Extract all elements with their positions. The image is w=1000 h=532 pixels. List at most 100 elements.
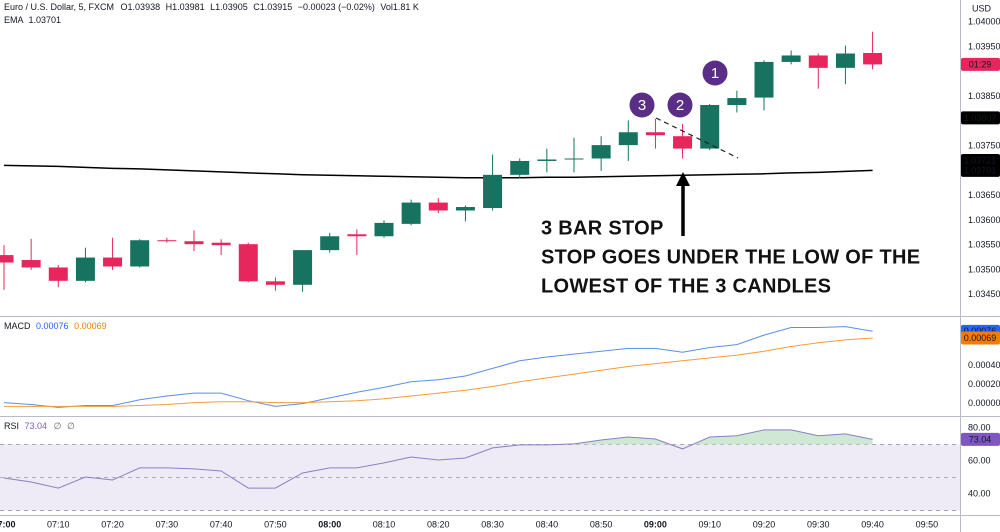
close-value: C1.03915 [253,2,292,12]
candle-body [48,267,68,281]
candle-body [265,281,285,285]
candle-body [184,241,204,245]
x-tick-label: 07:30 [156,519,179,529]
annotation-text: 3 BAR STOP [541,217,664,239]
candle-body [428,202,448,211]
candle-body [293,250,313,285]
candle-body [781,55,801,62]
value-tag: 0.00076 [964,326,997,336]
x-tick-label: 09:10 [698,519,721,529]
candle-body [157,240,177,242]
candle-body [130,240,150,267]
candle-body [401,202,421,224]
marker-label: 3 [638,97,646,114]
candle-body [320,236,340,251]
macd-header: MACD 0.00076 0.00069 [4,321,107,331]
macd-pane [3,326,873,408]
price-tag-box [961,153,1000,167]
marker-circle [667,92,693,118]
y-tick-label: 1.03850 [968,91,1000,101]
marker-circle [702,60,728,86]
countdown-tag: 01:29 [969,59,992,69]
candle-body [835,53,855,68]
ema-header: EMA 1.03701 [4,15,61,25]
candle-body [537,159,557,161]
dashed-trend [655,117,739,159]
macd-value: 0.00076 [36,321,69,331]
x-tick-label: 07:40 [210,519,233,529]
candle-body [238,244,258,282]
candle-body [75,257,95,281]
line-series [3,429,873,489]
y-tick-label: 1.03600 [968,215,1000,225]
price-pane [0,31,883,292]
volume-value: Vol1.81 K [380,2,419,12]
candle-body [618,132,638,146]
line-series [4,337,873,407]
time-axis: 07:00 07:10 07:20 07:30 07:40 07:50 08:00 08:10… [0,519,938,529]
overbought-fill [4,429,873,445]
x-tick-label: 09:20 [753,519,776,529]
annotation-text: STOP GOES UNDER THE LOW OF THE [541,246,920,268]
y-tick-label: 1.03450 [968,289,1000,299]
value-tag: 0.00069 [964,333,997,343]
candle-body [103,257,123,267]
rsi-value: 73.04 [25,421,48,431]
candle-body [645,132,665,136]
y-tick-label: 80.00 [968,422,991,432]
x-tick-label: 09:40 [861,519,884,529]
candle-body [863,52,883,65]
low-value: L1.03905 [210,2,248,12]
x-tick-label: 08:10 [373,519,396,529]
x-tick-label: 08:40 [536,519,559,529]
ema-value: 1.03701 [29,15,62,25]
value-tag-box [961,331,1000,345]
x-tick-label: 09:00 [644,519,667,529]
countdown-tag-box [961,57,1000,71]
annotation-text: LOWEST OF THE 3 CANDLES [541,275,831,297]
macd-title: MACD [4,321,31,331]
marker-label: 2 [676,97,684,114]
y-tick-label: 1.03550 [968,240,1000,250]
price-tag: 1.03721 [964,155,997,165]
candle-body [455,207,475,211]
rsi-extra: ∅ [54,421,62,431]
candle-body [0,255,14,263]
x-tick-label: 07:00 [0,519,16,529]
header: Euro / U.S. Dollar, 5, FXCM O1.03938 H1.… [4,2,419,12]
y-tick-label: 60.00 [968,455,991,465]
x-tick-label: 09:50 [916,519,939,529]
ema-line [3,164,873,179]
x-tick-label: 08:00 [318,519,341,529]
currency-label: USD [972,3,992,13]
annotations: 1 2 3 3 BAR STOP STOP GOES UNDER THE LOW… [541,60,920,297]
value-tag-box [961,432,1000,446]
y-tick-label: 0.00040 [968,360,1000,370]
value-tag: 73.04 [969,434,992,444]
y-tick-label: 1.03750 [968,140,1000,150]
candle-body [483,174,503,209]
arrow-head [676,172,690,186]
x-tick-label: 07:20 [101,519,124,529]
symbol-title: Euro / U.S. Dollar, 5, FXCM [4,2,114,12]
rsi-header: RSI 73.04 ∅ ∅ [4,421,75,431]
candle-body [727,98,747,106]
x-tick-label: 07:10 [47,519,70,529]
candle-body [21,260,41,268]
ema-tag: 1.03701 [964,165,997,175]
candle-body [591,145,611,159]
rsi-pane [0,429,960,511]
high-value: H1.03981 [166,2,205,12]
open-value: O1.03938 [121,2,161,12]
marker-circle [629,92,655,118]
price-axis: 1.03450 1.03500 1.03550 1.03600 1.03650 1.037… [961,17,1000,498]
candle-body [374,222,394,237]
rsi-extra: ∅ [67,421,75,431]
ema-name: EMA [4,15,24,25]
candle-body [673,136,693,149]
ema-tag-box [961,163,1000,177]
candle-body [754,61,774,98]
candle-body [808,55,828,68]
y-tick-label: 1.03650 [968,190,1000,200]
x-tick-label: 08:50 [590,519,613,529]
